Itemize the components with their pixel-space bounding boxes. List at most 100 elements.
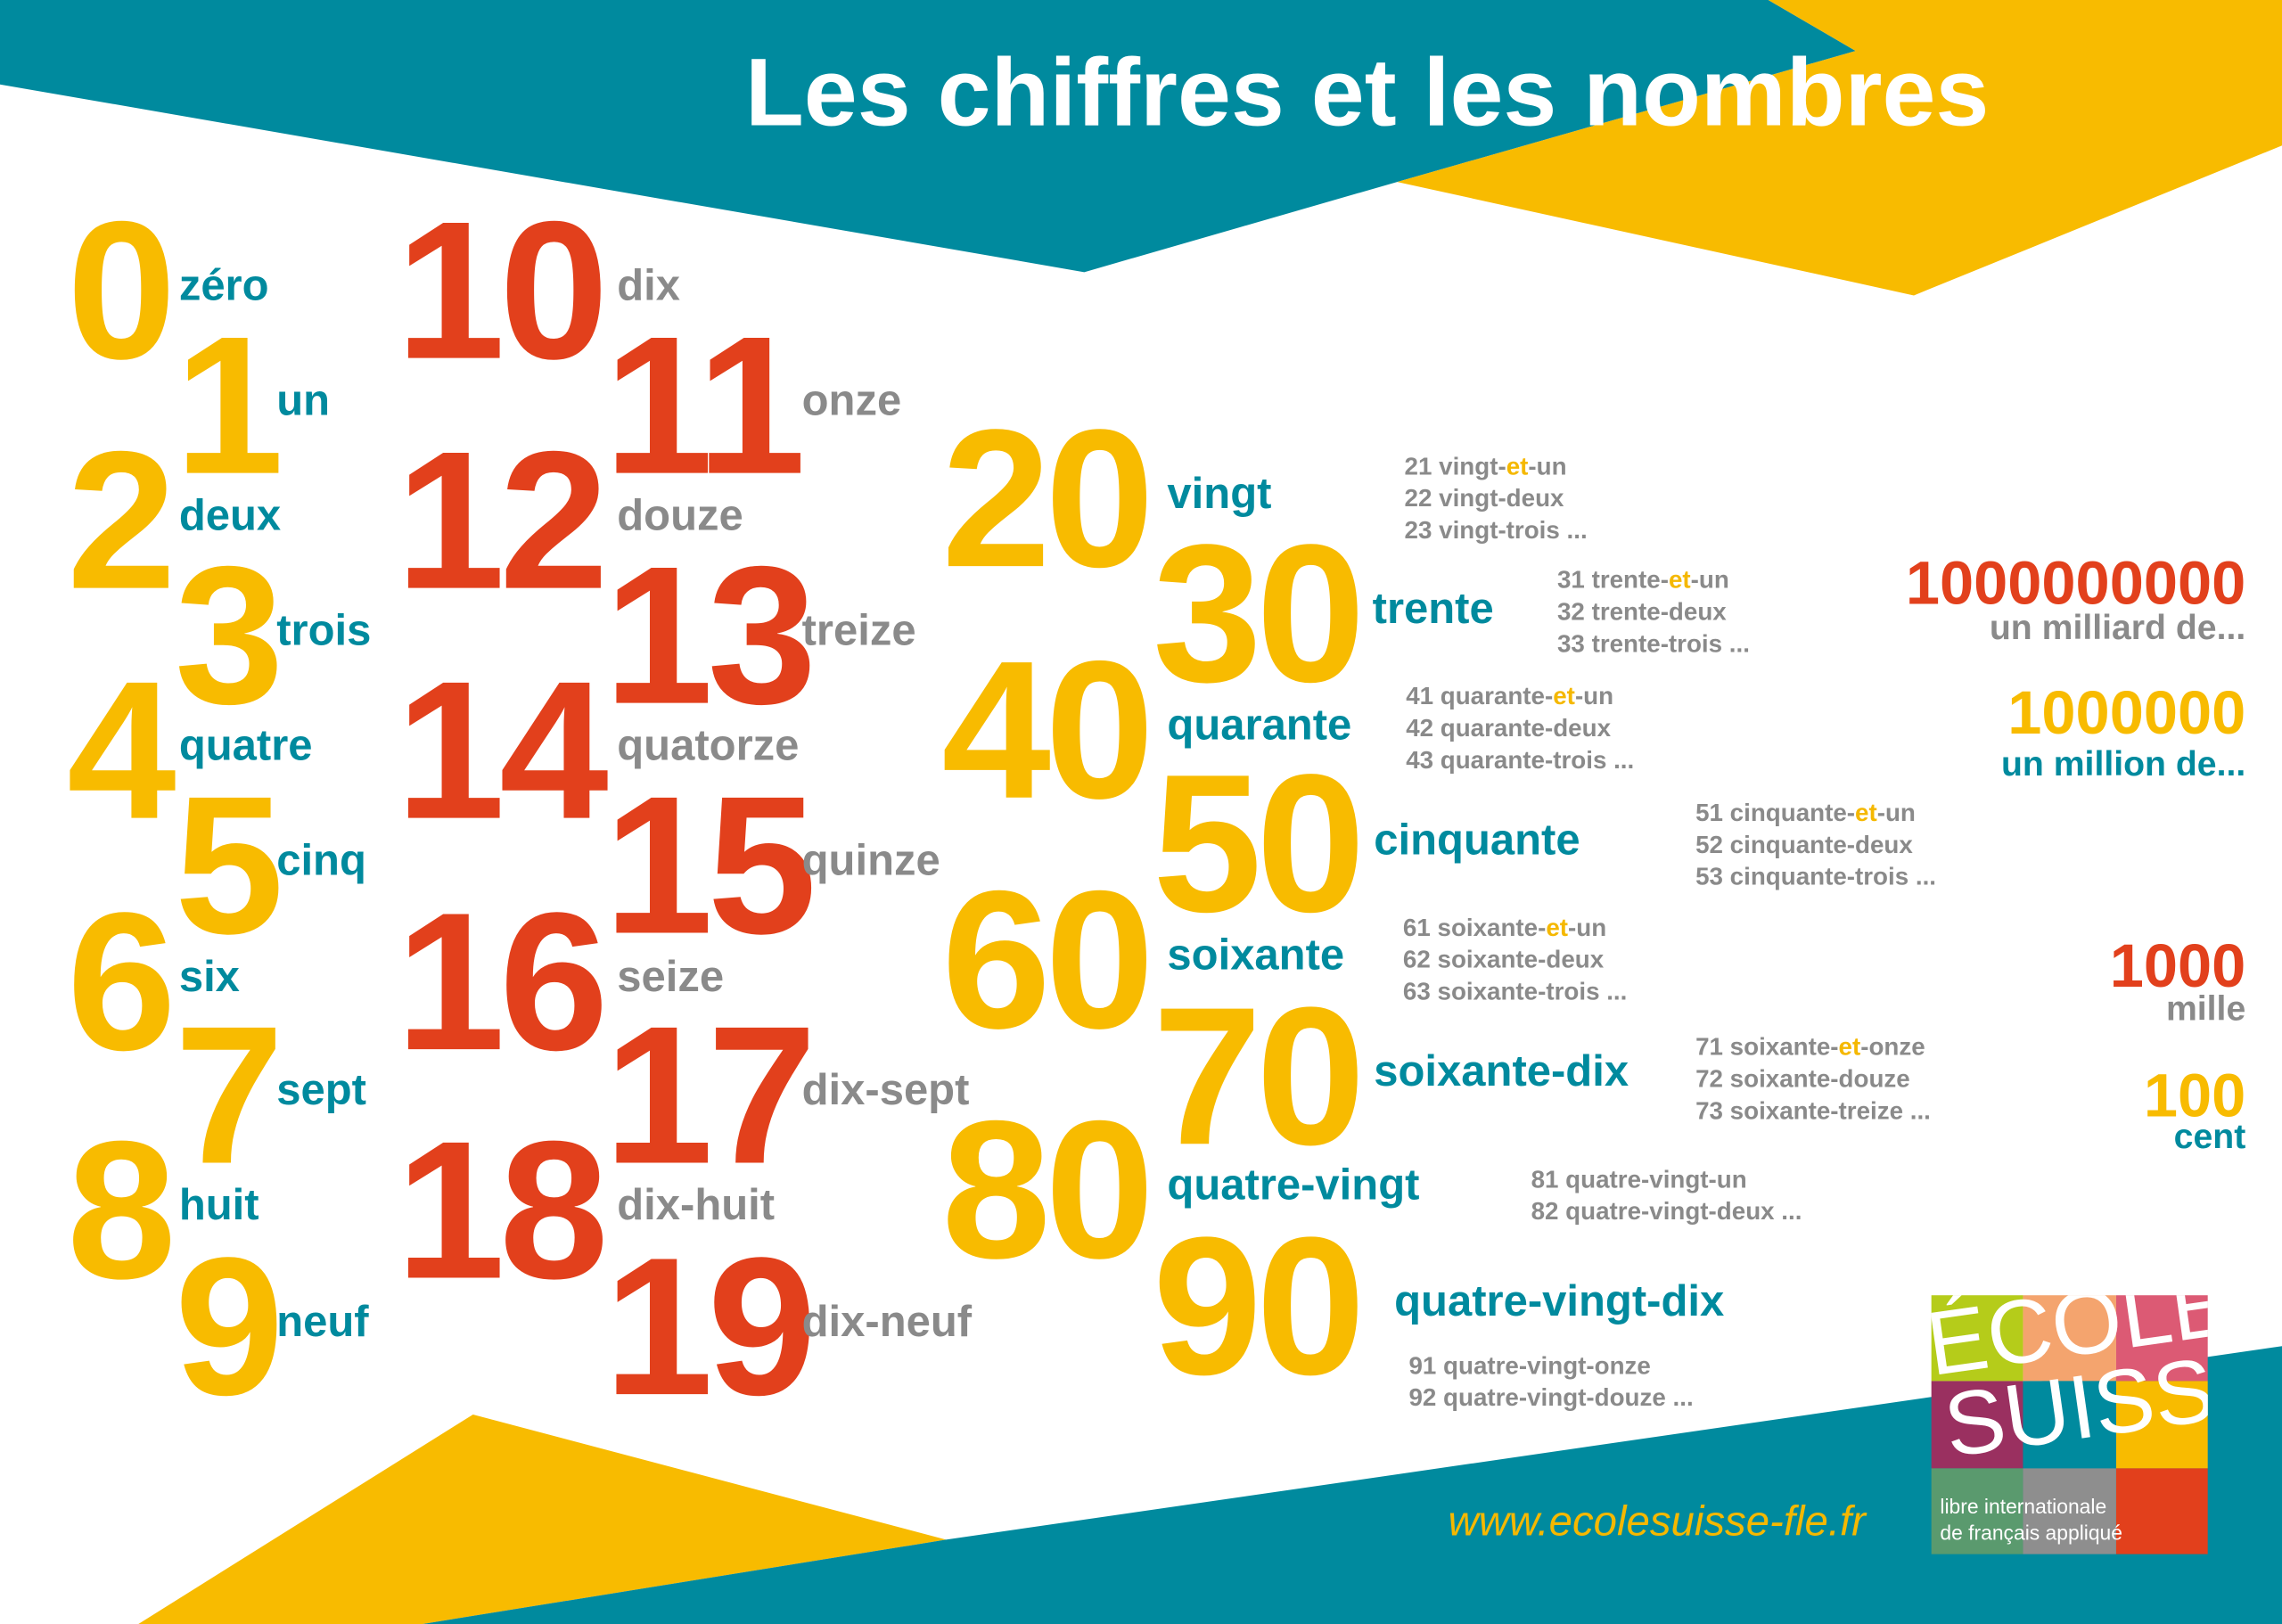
word-6: six — [178, 953, 240, 1002]
word-30: trente — [1372, 585, 1494, 634]
word-2: deux — [178, 491, 282, 540]
example-53: 53 cinquante-trois ... — [1695, 863, 1937, 891]
bottom-teal-band — [423, 1346, 2282, 1624]
number-60: 60 — [941, 849, 1154, 1070]
number-19: 19 — [603, 1216, 817, 1437]
word-12: douze — [617, 491, 743, 540]
example-61: 61 soixante-et-un — [1402, 914, 1607, 942]
logo-tagline-1: libre internationale — [1940, 1494, 2107, 1518]
word-90: quatre-vingt-dix — [1394, 1277, 1725, 1326]
word-50: cinquante — [1374, 816, 1580, 865]
number-18: 18 — [396, 1100, 609, 1320]
example-23: 23 vingt-trois ... — [1404, 516, 1588, 545]
example-22: 22 vingt-deux — [1404, 484, 1564, 513]
number-11: 11 — [603, 295, 806, 515]
number-17: 17 — [603, 985, 817, 1205]
word-14: quatorze — [617, 721, 800, 770]
example-62: 62 soixante-deux — [1402, 946, 1605, 974]
word-19: dix-neuf — [801, 1298, 973, 1347]
word-4: quatre — [178, 721, 313, 770]
example-42: 42 quarante-deux — [1406, 714, 1612, 742]
digit-9: 9 — [174, 1216, 284, 1437]
et-highlight: et — [1546, 914, 1569, 942]
number-14: 14 — [396, 640, 609, 860]
word-10: dix — [617, 261, 681, 310]
example-91: 91 quatre-vingt-onze — [1408, 1351, 1651, 1380]
digit-0: 0 — [67, 180, 176, 400]
number-90: 90 — [1153, 1196, 1366, 1416]
et-highlight: et — [1855, 799, 1877, 827]
word-1000000000: un milliard de... — [1989, 608, 2246, 648]
logo-tagline-2: de français appliqué — [1940, 1521, 2122, 1545]
word-1: un — [276, 376, 331, 425]
number-1000: 1000 — [2109, 931, 2246, 1000]
et-highlight: et — [1838, 1033, 1861, 1062]
word-13: treize — [801, 606, 916, 655]
number-50: 50 — [1153, 733, 1366, 954]
word-7: sept — [276, 1066, 366, 1115]
et-highlight: et — [1553, 682, 1575, 710]
digit-1: 1 — [174, 295, 284, 515]
word-20: vingt — [1167, 470, 1272, 519]
word-1000000: un million de... — [2000, 744, 2246, 785]
example-72: 72 soixante-douze — [1695, 1065, 1910, 1094]
word-70: soixante-dix — [1374, 1047, 1629, 1096]
number-100: 100 — [2143, 1061, 2246, 1129]
example-52: 52 cinquante-deux — [1695, 831, 1913, 859]
number-12: 12 — [396, 410, 609, 630]
number-10: 10 — [396, 180, 609, 400]
word-8: huit — [178, 1181, 259, 1230]
word-1000: mille — [2165, 989, 2246, 1029]
example-81: 81 quatre-vingt-un — [1531, 1165, 1747, 1193]
example-51: 51 cinquante-et-un — [1695, 799, 1916, 827]
example-32: 32 trente-deux — [1556, 598, 1727, 627]
bottom-yellow-band — [138, 1414, 947, 1624]
ecole-suisse-logo: ÉCOLE SUISSE libre internationale de fra… — [1931, 1295, 2208, 1554]
number-20: 20 — [941, 388, 1154, 609]
digit-6: 6 — [67, 871, 176, 1092]
example-21: 21 vingt-et-un — [1404, 452, 1567, 480]
number-80: 80 — [941, 1079, 1154, 1300]
example-43: 43 quarante-trois ... — [1406, 746, 1635, 775]
word-9: neuf — [276, 1298, 369, 1347]
example-41: 41 quarante-et-un — [1406, 682, 1614, 710]
word-11: onze — [801, 376, 902, 425]
word-15: quinze — [801, 836, 940, 885]
number-40: 40 — [941, 619, 1154, 841]
number-15: 15 — [603, 755, 817, 975]
top-yellow-band — [1397, 0, 2282, 296]
digit-7: 7 — [174, 985, 284, 1205]
word-5: cinq — [276, 836, 366, 885]
number-70: 70 — [1153, 966, 1366, 1186]
word-100: cent — [2173, 1117, 2246, 1157]
word-18: dix-huit — [617, 1181, 776, 1230]
et-highlight: et — [1506, 452, 1529, 480]
word-60: soixante — [1167, 931, 1345, 980]
number-16: 16 — [396, 871, 609, 1092]
page-title: Les chiffres et les nombres — [744, 37, 1990, 146]
number-1000000: 1000000 — [2007, 677, 2246, 747]
number-13: 13 — [603, 525, 817, 745]
example-92: 92 quatre-vingt-douze ... — [1408, 1383, 1694, 1412]
example-73: 73 soixante-treize ... — [1695, 1097, 1931, 1126]
word-17: dix-sept — [801, 1066, 970, 1115]
digit-4: 4 — [67, 640, 176, 860]
example-71: 71 soixante-et-onze — [1695, 1033, 1925, 1062]
word-40: quarante — [1167, 701, 1352, 750]
example-31: 31 trente-et-un — [1556, 566, 1729, 595]
word-16: seize — [617, 953, 725, 1002]
digit-3: 3 — [174, 525, 284, 745]
number-30: 30 — [1153, 503, 1366, 724]
website-link[interactable]: www.ecolesuisse-fle.fr — [1448, 1498, 1866, 1546]
word-80: quatre-vingt — [1167, 1161, 1420, 1210]
example-82: 82 quatre-vingt-deux ... — [1531, 1197, 1802, 1226]
digit-8: 8 — [67, 1100, 176, 1320]
word-3: trois — [276, 606, 372, 655]
number-1000000000: 1000000000 — [1905, 548, 2246, 618]
example-63: 63 soixante-trois ... — [1402, 978, 1628, 1006]
et-highlight: et — [1668, 566, 1691, 595]
digit-2: 2 — [67, 410, 176, 630]
example-33: 33 trente-trois ... — [1556, 629, 1750, 658]
